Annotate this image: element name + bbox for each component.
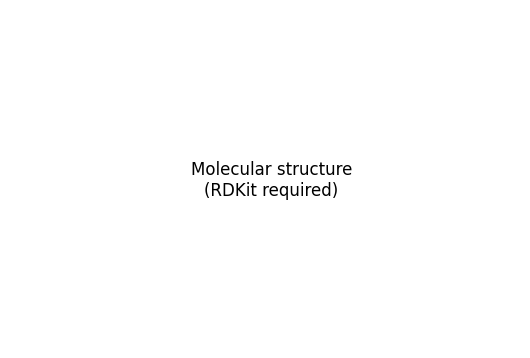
Text: Molecular structure
(RDKit required): Molecular structure (RDKit required) xyxy=(191,161,352,200)
